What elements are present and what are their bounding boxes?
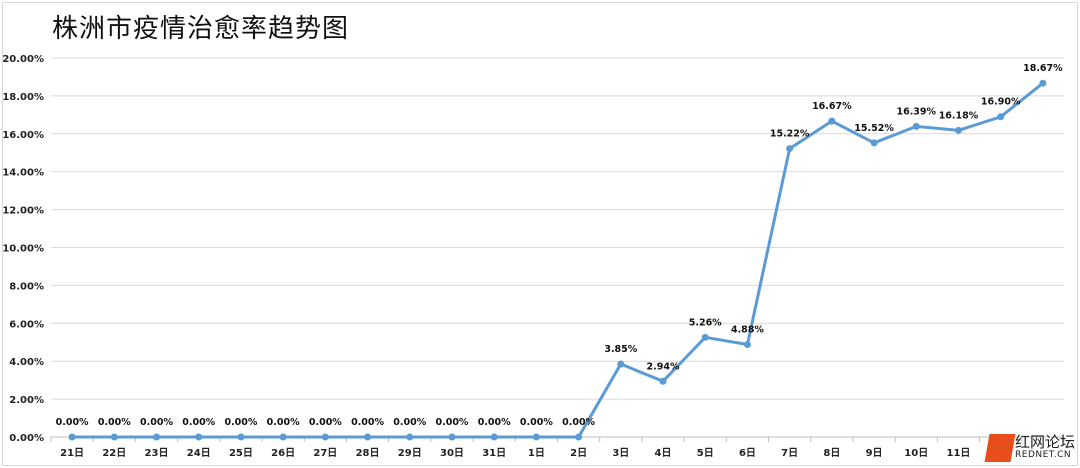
data-label: 3.85% [604,344,637,355]
data-label: 0.00% [224,417,257,428]
data-point [659,377,667,385]
data-label: 0.00% [435,417,468,428]
data-point [406,433,414,441]
data-label: 16.18% [939,110,979,121]
data-point [490,433,498,441]
data-point [110,433,118,441]
data-point [237,433,245,441]
data-label: 0.00% [562,417,595,428]
data-point [743,341,751,349]
data-point [954,126,962,134]
y-tick-label: 10.00% [2,244,44,255]
y-tick-label: 8.00% [9,281,44,292]
data-label: 5.26% [689,317,722,328]
data-point [448,433,456,441]
y-tick-label: 6.00% [9,319,44,330]
data-label: 0.00% [309,417,342,428]
data-point [279,433,287,441]
data-point [532,433,540,441]
data-point [786,145,794,153]
x-tick-label: 2日 [570,447,587,459]
x-tick-label: 30日 [440,447,464,459]
watermark-en: REDNET.CN [1015,450,1072,460]
data-label: 0.00% [393,417,426,428]
x-tick-label: 25日 [229,447,253,459]
data-label: 15.22% [770,129,810,140]
rednet-watermark: 红网论坛 REDNET.CN [984,432,1080,466]
x-tick-label: 22日 [102,447,126,459]
data-point [1039,79,1047,87]
data-point [195,433,203,441]
y-tick-label: 14.00% [2,168,44,179]
x-tick-label: 28日 [356,447,380,459]
data-point [701,333,709,341]
data-point [828,117,836,125]
x-tick-label: 31日 [482,447,506,459]
x-tick-label: 4日 [655,447,672,459]
y-tick-label: 4.00% [9,357,44,368]
data-point [321,433,329,441]
x-tick-label: 27日 [313,447,337,459]
data-label: 0.00% [478,417,511,428]
x-tick-label: 26日 [271,447,295,459]
y-tick-label: 12.00% [2,206,44,217]
x-tick-label: 24日 [187,447,211,459]
x-tick-label: 3日 [612,447,629,459]
y-tick-label: 18.00% [2,92,44,103]
y-tick-label: 2.00% [9,395,44,406]
x-tick-label: 23日 [145,447,169,459]
series-line [72,82,1044,439]
x-tick-label: 8日 [823,447,840,459]
data-label: 0.00% [267,417,300,428]
data-point [153,433,161,441]
y-tick-label: 20.00% [2,54,44,65]
data-label: 0.00% [56,417,89,428]
y-tick-label: 0.00% [9,433,44,444]
x-tick-label: 5日 [697,447,714,459]
data-label: 16.67% [812,101,852,112]
data-point [68,433,76,441]
x-tick-label: 1日 [528,447,545,459]
data-label: 16.39% [896,106,936,117]
x-tick-label: 21日 [60,447,84,459]
data-label: 0.00% [351,417,384,428]
data-label: 0.00% [520,417,553,428]
x-tick-label: 6日 [739,447,756,459]
data-label: 16.90% [981,97,1021,108]
data-point [364,433,372,441]
data-label: 15.52% [854,123,894,134]
data-point [575,433,583,441]
chart-title: 株洲市疫情治愈率趋势图 [52,14,350,44]
x-tick-label: 7日 [781,447,798,459]
y-tick-label: 16.00% [2,130,44,141]
x-tick-label: 9日 [866,447,883,459]
data-point [870,139,878,147]
data-label: 4.88% [731,325,764,336]
data-label: 0.00% [140,417,173,428]
data-point [912,122,920,130]
data-label: 0.00% [98,417,131,428]
data-point [617,360,625,368]
x-tick-label: 11日 [947,447,971,459]
data-label: 18.67% [1023,63,1063,74]
data-label: 2.94% [647,361,680,372]
data-label: 0.00% [182,417,215,428]
data-point [997,113,1005,121]
x-tick-label: 29日 [398,447,422,459]
rednet-logo-icon [984,434,1016,462]
watermark-cn: 红网论坛 [1015,433,1076,451]
x-tick-label: 10日 [904,447,928,459]
